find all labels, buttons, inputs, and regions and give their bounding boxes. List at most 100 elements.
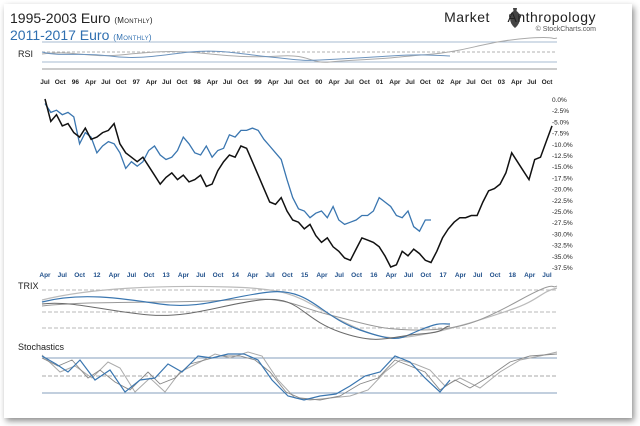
axis-tick-label: Jul — [284, 79, 294, 86]
axis-tick-label: Jul — [473, 272, 483, 279]
y-tick-label: -35.0% — [552, 254, 573, 261]
axis-tick-label: 15 — [301, 272, 309, 279]
axis-tick-label: Jul — [345, 79, 355, 86]
y-tick-label: -7.5% — [552, 131, 569, 138]
y-tick-label: -27.5% — [552, 220, 573, 227]
y-tick-label: -10.0% — [552, 142, 573, 149]
axis-tick-label: Jul — [405, 79, 415, 86]
brand: Market Anthropology © StockCharts.com — [444, 9, 596, 33]
axis-tick-label: Jul — [196, 272, 206, 279]
axis-tick-label: Apr — [85, 79, 97, 86]
axis-tick-label: Apr — [328, 79, 340, 86]
title-2011-2017: 2011-2017 Euro (Monthly) — [10, 27, 152, 43]
axis-tick-label: Oct — [282, 272, 294, 279]
y-tick-label: -15.0% — [552, 164, 573, 171]
axis-tick-label: Apr — [524, 272, 536, 279]
axis-tick-label: Oct — [55, 79, 67, 86]
y-tick-label: -22.5% — [552, 198, 573, 205]
axis-tick-label: Oct — [359, 79, 371, 86]
axis-tick-label: Oct — [143, 272, 155, 279]
axis-tick-label: Oct — [298, 79, 310, 86]
axis-tick-label: Apr — [389, 79, 401, 86]
axis-tick-label: 97 — [133, 79, 141, 86]
axis-tick-label: Oct — [542, 79, 554, 86]
axis-tick-label: 03 — [498, 79, 506, 86]
series-line-1995-2003 — [44, 98, 553, 268]
trix-panel: TRIX — [18, 281, 558, 340]
axis-tick-label: Apr — [268, 79, 280, 86]
y-tick-label: -30.0% — [552, 231, 573, 238]
y-tick-label: -37.5% — [552, 265, 573, 272]
brand-right: Anthropology — [507, 9, 596, 25]
stochastics-label: Stochastics — [18, 342, 65, 352]
y-tick-label: -25.0% — [552, 209, 573, 216]
trix-label: TRIX — [18, 281, 39, 291]
axis-tick-label: Jul — [58, 272, 68, 279]
axis-tick-label: Apr — [455, 272, 467, 279]
y-tick-label: -32.5% — [552, 243, 573, 250]
axis-tick-label: Apr — [316, 272, 328, 279]
axis-tick-label: Apr — [109, 272, 121, 279]
axis-tick-label: Oct — [213, 272, 225, 279]
rsi-label: RSI — [18, 49, 33, 59]
axis-tick-label: Jul — [265, 272, 275, 279]
axis-tick-label: Apr — [178, 272, 190, 279]
axis-tick-label: 16 — [370, 272, 378, 279]
axis-tick-label: Oct — [116, 79, 128, 86]
axis-tick-label: Oct — [481, 79, 493, 86]
axis-tick-label: 98 — [194, 79, 202, 86]
axis-tick-label: 14 — [232, 272, 240, 279]
axis-tick-label: 96 — [72, 79, 80, 86]
stochastics-panel: Stochastics — [18, 342, 558, 401]
bottom-axis-labels: Apr Jul Oct 12 Apr Jul Oct 13 Apr Jul Oct 14 Apr Jul O… — [39, 272, 551, 279]
main-price-panel: 0.0% -2.5% -5.0% -7.5% -10.0% -12.5% -15.0% -17… — [39, 97, 572, 279]
series-line-2011-2017 — [44, 103, 431, 233]
axis-tick-label: Apr — [511, 79, 523, 86]
axis-tick-label: Oct — [420, 272, 432, 279]
axis-tick-label: 00 — [315, 79, 323, 86]
brand-site: © StockCharts.com — [535, 26, 596, 33]
y-tick-label: -12.5% — [552, 153, 573, 160]
axis-tick-label: Apr — [39, 272, 51, 279]
axis-tick-label: Oct — [176, 79, 188, 86]
axis-tick-label: Oct — [351, 272, 363, 279]
axis-tick-label: 13 — [163, 272, 171, 279]
y-tick-label: -17.5% — [552, 175, 573, 182]
axis-tick-label: 17 — [440, 272, 448, 279]
y-tick-label: -2.5% — [552, 108, 569, 115]
y-axis: 0.0% -2.5% -5.0% -7.5% -10.0% -12.5% -15.0% -17… — [552, 97, 573, 272]
axis-tick-label: Oct — [420, 79, 432, 86]
axis-tick-label: Oct — [74, 272, 86, 279]
axis-tick-label: Jul — [127, 272, 137, 279]
axis-tick-label: Apr — [450, 79, 462, 86]
y-tick-label: -5.0% — [552, 119, 569, 126]
axis-tick-label: 12 — [93, 272, 101, 279]
axis-tick-label: 01 — [376, 79, 384, 86]
rsi-panel: RSI Jul Oct 96 Apr Jul Oct 97 Apr Jul Oct 98 Apr Jul… — [18, 36, 558, 86]
axis-tick-label: Apr — [146, 79, 158, 86]
axis-tick-label: Jul — [162, 79, 172, 86]
axis-tick-label: Oct — [237, 79, 249, 86]
axis-tick-label: Jul — [542, 272, 552, 279]
axis-tick-label: Jul — [335, 272, 345, 279]
top-axis-labels: Jul Oct 96 Apr Jul Oct 97 Apr Jul Oct 98 Apr Jul Oct 9… — [40, 79, 553, 86]
axis-tick-label: 18 — [509, 272, 517, 279]
axis-tick-label: 02 — [437, 79, 445, 86]
axis-tick-label: 99 — [254, 79, 262, 86]
axis-tick-label: Jul — [101, 79, 111, 86]
axis-tick-label: Jul — [223, 79, 233, 86]
y-tick-label: 0.0% — [552, 97, 567, 104]
axis-tick-label: Jul — [527, 79, 537, 86]
axis-tick-label: Jul — [40, 79, 50, 86]
axis-tick-label: Apr — [386, 272, 398, 279]
axis-tick-label: Jul — [466, 79, 476, 86]
chart-frame — [4, 4, 632, 418]
brand-left: Market — [444, 9, 490, 25]
y-tick-label: -20.0% — [552, 187, 573, 194]
axis-tick-label: Apr — [207, 79, 219, 86]
axis-tick-label: Oct — [490, 272, 502, 279]
axis-tick-label: Apr — [247, 272, 259, 279]
amphora-icon — [509, 8, 521, 28]
title-1995-2003: 1995-2003 Euro (Monthly) — [10, 10, 153, 26]
